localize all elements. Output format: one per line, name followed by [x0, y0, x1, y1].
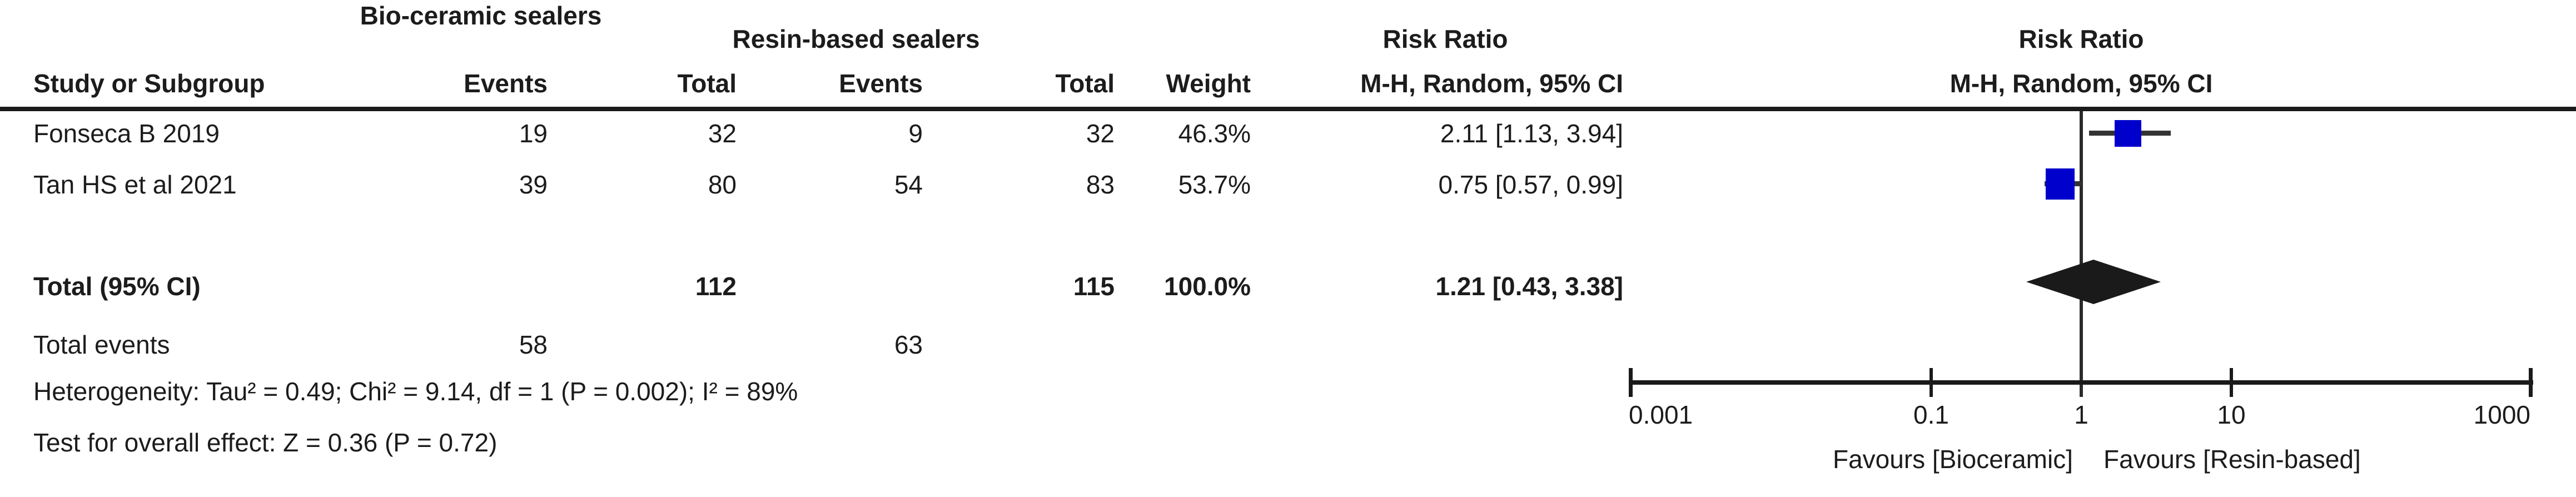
total-weight: 100.0%	[1163, 272, 1251, 301]
study-name: Fonseca B 2019	[33, 119, 220, 148]
col-header-total-bioceramic: Total	[677, 69, 737, 98]
events-resin: 9	[908, 119, 923, 148]
favours-right-label: Favours [Resin-based]	[2103, 445, 2361, 474]
events-bioceramic: 39	[519, 170, 548, 199]
tick-label-1: 1	[2074, 400, 2088, 429]
rr-ci-text: 0.75 [0.57, 0.99]	[1438, 170, 1624, 199]
col-header-events-resin: Events	[839, 69, 923, 98]
total-bioceramic: 32	[708, 119, 737, 148]
col-header-total-resin: Total	[1055, 69, 1115, 98]
tick-label-1000: 1000	[2473, 400, 2530, 429]
tick-label-10: 10	[2217, 400, 2246, 429]
pooled-rr-ci-text: 1.21 [0.43, 3.38]	[1435, 272, 1623, 301]
overall-effect-text: Test for overall effect: Z = 0.36 (P = 0…	[33, 428, 498, 457]
rr-ci-text: 2.11 [1.13, 3.94]	[1440, 119, 1623, 148]
axis-endcap-right	[2529, 368, 2533, 397]
point-estimate-square-study-2	[2046, 168, 2075, 200]
tick-label-0.1: 0.1	[1913, 400, 1949, 429]
table-risk-ratio-header: Risk Ratio	[1383, 24, 1508, 53]
weight: 46.3%	[1178, 119, 1251, 148]
events-bioceramic: 19	[519, 119, 548, 148]
total-resin: 83	[1086, 170, 1115, 199]
total-bioceramic: 80	[708, 170, 737, 199]
point-estimate-square-study-1	[2115, 120, 2141, 147]
axis-tick-10	[2230, 368, 2233, 397]
total-resin: 32	[1086, 119, 1115, 148]
x-axis-line	[1629, 380, 2533, 385]
total-bioceramic-sum: 112	[695, 272, 737, 301]
col-header-events-bioceramic: Events	[464, 69, 548, 98]
axis-tick-0.1	[1929, 368, 1933, 397]
total-resin-sum: 115	[1073, 272, 1115, 301]
tick-label-0.001: 0.001	[1629, 400, 1693, 429]
plot-method-ci-header: M-H, Random, 95% CI	[1950, 69, 2213, 98]
events-resin: 54	[894, 170, 923, 199]
group-header-bioceramic: Bio-ceramic sealers	[360, 1, 602, 30]
total-events-resin: 63	[894, 330, 923, 359]
axis-endcap-left	[1629, 368, 1633, 397]
heterogeneity-text: Heterogeneity: Tau² = 0.49; Chi² = 9.14,…	[33, 377, 798, 406]
col-header-weight: Weight	[1166, 69, 1251, 98]
col-header-study: Study or Subgroup	[33, 69, 265, 98]
pooled-diamond	[2026, 260, 2161, 304]
total-events-label: Total events	[33, 330, 170, 359]
total-events-bioceramic: 58	[519, 330, 548, 359]
plot-risk-ratio-header: Risk Ratio	[2018, 24, 2144, 53]
study-name: Tan HS et al 2021	[33, 170, 237, 199]
header-rule	[0, 107, 2576, 111]
weight: 53.7%	[1178, 170, 1251, 199]
total-row-label: Total (95% CI)	[33, 272, 201, 301]
favours-left-label: Favours [Bioceramic]	[1832, 445, 2073, 474]
no-effect-line	[2080, 111, 2083, 397]
group-header-resin: Resin-based sealers	[732, 24, 980, 53]
col-header-method-ci: M-H, Random, 95% CI	[1360, 69, 1623, 98]
